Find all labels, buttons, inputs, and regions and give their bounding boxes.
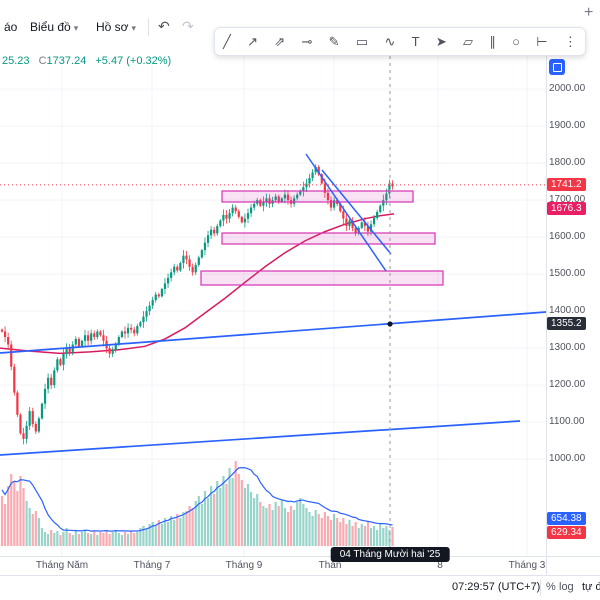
undo-icon[interactable]: ↶ xyxy=(158,18,170,34)
tool-measure-icon[interactable]: ⊢ xyxy=(536,34,548,49)
price-tick: 1900.00 xyxy=(549,120,586,132)
price-tick: 1800.00 xyxy=(549,157,586,169)
legend-close-key: C xyxy=(38,55,47,67)
tool-circle-icon[interactable]: ○ xyxy=(512,34,520,49)
add-icon[interactable]: + xyxy=(584,4,594,21)
time-tick: Tháng 9 xyxy=(225,560,263,571)
price-tick: 1300.00 xyxy=(549,342,586,354)
tool-curve-icon[interactable]: ∿ xyxy=(384,34,396,49)
legend-low: 25.23 xyxy=(2,55,30,67)
price-badge: 1355.2 xyxy=(547,317,586,330)
clock-label[interactable]: 07:29:57 (UTC+7) xyxy=(452,581,541,593)
time-tick: Tháng Năm xyxy=(35,560,89,571)
menu-profile[interactable]: Hồ sơ ▾ xyxy=(96,20,136,34)
chevron-down-icon: ▾ xyxy=(73,23,79,33)
time-tick: Thán xyxy=(318,560,342,571)
tool-ray-icon[interactable]: ⇗ xyxy=(274,34,286,49)
tool-trend-line-icon[interactable]: ╱ xyxy=(223,34,231,49)
menu-report[interactable]: áo xyxy=(4,20,18,34)
tool-horizontal-ray-icon[interactable]: ⊸ xyxy=(301,34,313,49)
legend-close-value: 1737.24 xyxy=(46,55,87,67)
restore-icon xyxy=(552,62,562,72)
restore-pane-button[interactable] xyxy=(549,59,565,75)
price-tick: 1200.00 xyxy=(549,379,586,391)
tool-trend-arrow-icon[interactable]: ↗ xyxy=(247,34,259,49)
price-tick: 1700.00 xyxy=(549,194,586,206)
price-tick: 2000.00 xyxy=(549,83,586,95)
toolbar-divider xyxy=(148,18,149,36)
tool-rectangle-icon[interactable]: ▭ xyxy=(355,34,369,49)
tool-brush-icon[interactable]: ✎ xyxy=(328,34,340,49)
time-tick: 8 xyxy=(437,560,443,571)
ohlc-legend: 25.23 C1737.24 +5.47 (+0.32%) xyxy=(2,55,171,67)
time-tick: Tháng 7 xyxy=(133,560,171,571)
price-tick: 1500.00 xyxy=(549,268,586,280)
tool-more-icon[interactable]: ⋮ xyxy=(563,34,577,49)
tool-arrow-marker-icon[interactable]: ➤ xyxy=(435,34,447,49)
price-tick: 1100.00 xyxy=(549,416,585,428)
statusbar-divider xyxy=(540,580,541,596)
price-badge: 1676.3 xyxy=(547,201,586,215)
menu-profile-label: Hồ sơ xyxy=(96,20,129,34)
auto-scale-button[interactable]: tự đ xyxy=(582,581,600,593)
crosshair-date-tooltip: 04 Tháng Mười hai '25 xyxy=(330,547,450,562)
chevron-down-icon: ▾ xyxy=(131,23,137,33)
price-tick: 1000.00 xyxy=(549,453,586,465)
price-tick: 1400.00 xyxy=(549,305,586,317)
percent-scale-button[interactable]: % xyxy=(546,581,556,593)
menu-chart[interactable]: Biểu đồ ▾ xyxy=(30,20,78,34)
tool-text-icon[interactable]: T xyxy=(411,34,420,49)
price-tick: 1600.00 xyxy=(549,231,586,243)
tool-pattern-icon[interactable]: ▱ xyxy=(463,34,474,49)
drawing-toolbar: ╱ ↗ ⇗ ⊸ ✎ ▭ ∿ T ➤ ▱ ∥ ○ ⊢ ⋮ xyxy=(214,27,586,56)
price-badge: 629.34 xyxy=(547,526,586,539)
legend-change: +5.47 (+0.32%) xyxy=(95,55,172,67)
time-tick: Tháng 3 xyxy=(508,560,546,571)
price-badge: 654.38 xyxy=(547,512,586,525)
price-badge: 1741.2 xyxy=(547,177,586,191)
tool-parallel-channel-icon[interactable]: ∥ xyxy=(489,34,496,49)
menu-chart-label: Biểu đồ xyxy=(30,20,71,34)
redo-icon[interactable]: ↷ xyxy=(182,18,194,34)
status-bar: 07:29:57 (UTC+7) % log tự đ xyxy=(0,575,600,600)
log-scale-button[interactable]: log xyxy=(559,581,574,593)
